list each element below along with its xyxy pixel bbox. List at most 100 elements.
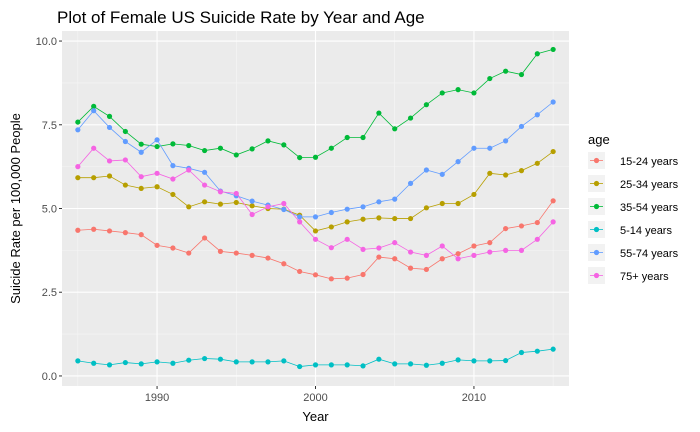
data-point xyxy=(328,209,334,216)
data-point xyxy=(186,142,192,149)
data-point xyxy=(376,254,382,260)
data-point xyxy=(170,360,176,366)
data-point xyxy=(106,158,113,164)
data-point xyxy=(471,252,477,258)
data-point xyxy=(138,141,144,147)
legend-key-point xyxy=(593,272,600,279)
data-point xyxy=(328,276,334,282)
series-2 xyxy=(75,46,556,161)
data-point xyxy=(281,261,287,267)
data-point xyxy=(154,143,160,150)
legend-label: 55-74 years xyxy=(620,248,679,260)
y-tick-label: 7.5 xyxy=(42,120,57,132)
data-point xyxy=(328,245,334,251)
data-point xyxy=(503,247,509,253)
data-point xyxy=(312,154,319,160)
data-point xyxy=(392,256,398,262)
data-point xyxy=(392,240,398,246)
data-point xyxy=(392,126,398,132)
data-point xyxy=(91,175,97,181)
data-point xyxy=(423,205,430,211)
data-point xyxy=(106,124,113,131)
data-point xyxy=(534,236,540,242)
data-point xyxy=(439,360,445,366)
data-point xyxy=(471,145,477,151)
data-point xyxy=(281,200,287,207)
data-point xyxy=(518,71,525,78)
legend-key xyxy=(588,198,605,215)
legend: age 15-24 years 25-34 years 35-54 years 5-1… xyxy=(588,132,679,284)
data-point xyxy=(138,185,144,192)
data-point xyxy=(186,167,192,173)
data-point xyxy=(439,171,445,177)
data-point xyxy=(503,68,509,74)
data-point xyxy=(471,243,477,249)
data-point xyxy=(122,182,128,188)
data-point xyxy=(550,46,556,53)
data-point xyxy=(360,204,366,210)
data-point xyxy=(550,99,556,105)
data-point xyxy=(518,123,525,130)
y-tick-label: 2.5 xyxy=(42,287,57,299)
data-point xyxy=(233,190,239,197)
data-point xyxy=(455,87,461,93)
data-point xyxy=(423,362,430,368)
data-point xyxy=(75,119,81,125)
data-point xyxy=(75,127,81,133)
legend-key xyxy=(588,221,605,238)
data-point xyxy=(503,138,509,144)
legend-key-point xyxy=(593,249,600,256)
data-point xyxy=(407,361,414,367)
data-point xyxy=(423,167,430,173)
data-point xyxy=(201,182,208,188)
data-point xyxy=(471,191,477,198)
legend-title: age xyxy=(588,132,610,147)
data-point xyxy=(201,235,208,241)
series-layer xyxy=(75,46,556,370)
data-point xyxy=(455,159,461,165)
data-point xyxy=(106,173,113,179)
data-point xyxy=(281,142,287,148)
series-0 xyxy=(75,198,556,282)
data-point xyxy=(360,134,366,141)
data-point xyxy=(439,200,445,207)
legend-key-point xyxy=(593,157,600,164)
data-point xyxy=(312,228,319,234)
data-point xyxy=(360,271,366,278)
data-point xyxy=(249,203,255,209)
data-point xyxy=(265,255,271,261)
data-point xyxy=(392,215,398,222)
data-point xyxy=(297,363,303,370)
data-point xyxy=(75,358,81,364)
chart-title: Plot of Female US Suicide Rate by Year a… xyxy=(57,8,425,27)
legend-key xyxy=(588,175,605,192)
data-point xyxy=(75,175,81,181)
data-point xyxy=(91,108,97,114)
data-point xyxy=(423,266,430,273)
data-point xyxy=(233,250,239,256)
legend-label: 35-54 years xyxy=(620,202,679,214)
data-point xyxy=(217,356,224,362)
data-point xyxy=(170,191,176,198)
data-point xyxy=(249,211,255,218)
data-point xyxy=(407,265,414,271)
legend-key-point xyxy=(593,203,600,210)
data-point xyxy=(154,170,160,176)
data-point xyxy=(265,138,271,144)
data-point xyxy=(217,201,224,207)
data-point xyxy=(376,199,382,205)
data-point xyxy=(455,256,461,262)
data-point xyxy=(534,160,540,166)
x-axis-title: Year xyxy=(302,409,329,424)
data-point xyxy=(170,176,176,182)
data-point xyxy=(201,147,208,154)
data-point xyxy=(91,360,97,366)
data-point xyxy=(138,149,144,155)
data-point xyxy=(344,206,350,212)
data-point xyxy=(328,224,334,230)
legend-key xyxy=(588,267,605,284)
data-point xyxy=(376,110,382,116)
data-point xyxy=(106,228,113,234)
data-point xyxy=(91,103,97,109)
data-point xyxy=(455,357,461,363)
